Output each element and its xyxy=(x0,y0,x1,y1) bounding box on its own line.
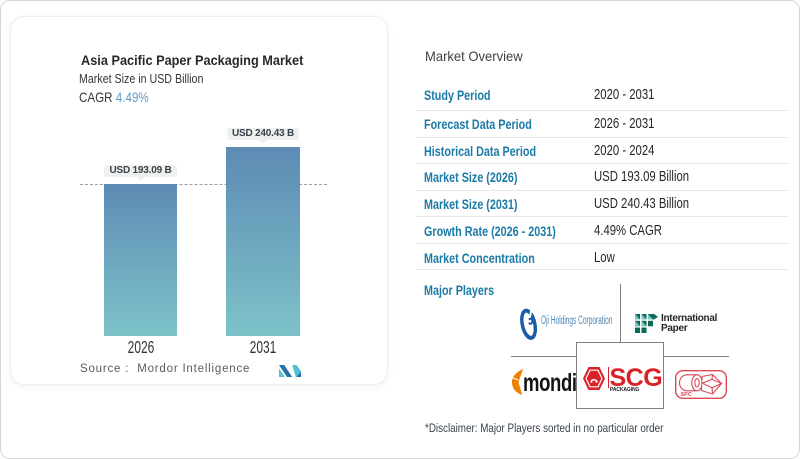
svg-text:SPC: SPC xyxy=(681,392,692,398)
